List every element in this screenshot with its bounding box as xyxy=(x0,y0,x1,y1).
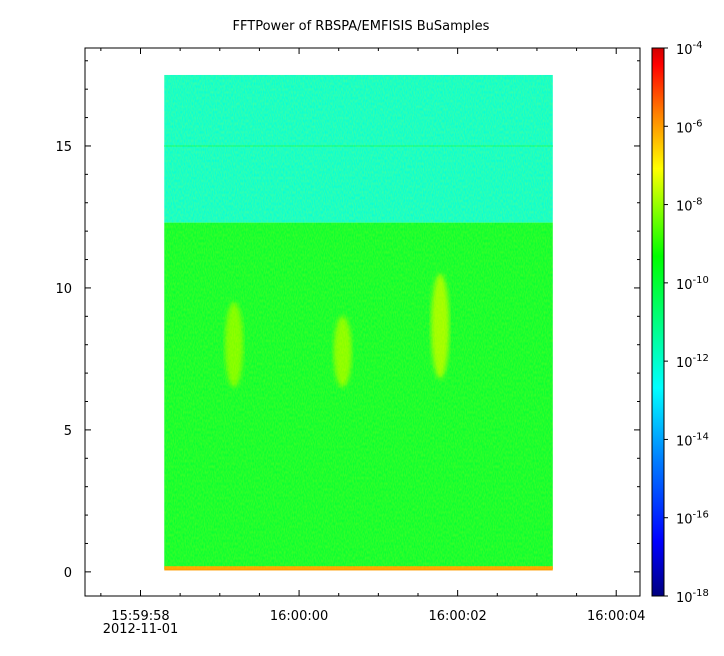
colorbar-tick-label: 10-18 xyxy=(676,588,709,606)
spectrogram-image xyxy=(164,74,553,571)
colorbar-tick-label: 10-10 xyxy=(676,275,709,293)
chart-title: FFTPower of RBSPA/EMFISIS BuSamples xyxy=(233,19,490,34)
colorbar-tick-label: 10-16 xyxy=(676,510,709,528)
colorbar-tick-label: 10-8 xyxy=(676,197,703,215)
x-tick-label: 16:00:00 xyxy=(270,609,328,624)
y-tick-label: 5 xyxy=(64,424,72,439)
x-tick-label: 15:59:58 xyxy=(111,609,169,624)
colorbar-tick-label: 10-4 xyxy=(676,40,703,58)
y-tick-label: 15 xyxy=(55,140,72,155)
y-tick-label: 0 xyxy=(64,566,72,581)
noise-texture xyxy=(164,74,553,570)
y-tick-label: 10 xyxy=(55,282,72,297)
x-tick-label: 16:00:04 xyxy=(587,609,645,624)
colorbar-ticks: 10-4 10-6 10-8 10-10 10-12 10-14 10-16 10-18 xyxy=(664,40,709,606)
x-tick-label: 16:00:02 xyxy=(428,609,486,624)
colorbar-tick-label: 10-14 xyxy=(676,431,709,449)
colorbar-tick-label: 10-12 xyxy=(676,353,709,371)
colorbar-tick-label: 10-6 xyxy=(676,118,703,136)
colorbar xyxy=(651,47,665,597)
x-date-label: 2012-11-01 xyxy=(103,622,179,637)
